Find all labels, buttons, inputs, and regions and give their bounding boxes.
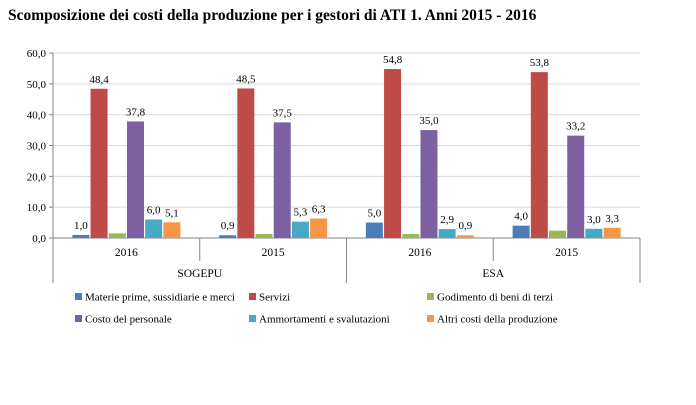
bar bbox=[90, 88, 108, 239]
legend-swatch bbox=[427, 293, 434, 300]
bar bbox=[456, 235, 474, 238]
bar bbox=[255, 233, 273, 238]
x-tick-label: 2015 bbox=[262, 247, 285, 259]
legend-swatch bbox=[75, 315, 82, 322]
bar bbox=[530, 72, 548, 238]
y-tick-label: 20,0 bbox=[27, 171, 47, 183]
data-labels: 1,0 0,9 5,0 4,0 48,4 48,5 54,8 53,8 37,8 37,5 35,0… bbox=[74, 54, 620, 232]
bar bbox=[126, 121, 144, 238]
data-label: 37,5 bbox=[273, 107, 293, 119]
bar bbox=[420, 130, 438, 238]
bar bbox=[384, 69, 402, 239]
bar bbox=[237, 88, 255, 238]
y-tick-label: 0,0 bbox=[32, 233, 46, 245]
y-axis: 0,0 10,0 20,0 30,0 40,0 50,0 60,0 bbox=[27, 48, 54, 245]
y-tick-label: 50,0 bbox=[27, 79, 47, 91]
data-label: 48,5 bbox=[236, 73, 256, 85]
x-tick-label: 2016 bbox=[408, 247, 431, 259]
bar bbox=[145, 219, 163, 238]
legend-swatch bbox=[427, 315, 434, 322]
data-label: 33,2 bbox=[566, 121, 585, 133]
legend-label: Ammortamenti e svalutazioni bbox=[259, 314, 390, 326]
data-label: 3,3 bbox=[605, 213, 619, 225]
bar bbox=[402, 233, 420, 238]
legend-swatch bbox=[249, 315, 256, 322]
data-label: 53,8 bbox=[530, 57, 550, 69]
y-tick-label: 10,0 bbox=[27, 202, 47, 214]
y-tick-label: 40,0 bbox=[27, 110, 47, 122]
y-tick-label: 30,0 bbox=[27, 141, 47, 153]
bar bbox=[72, 234, 90, 238]
bar bbox=[567, 135, 585, 238]
data-label: 6,0 bbox=[147, 205, 161, 217]
legend-label: Servizi bbox=[259, 292, 290, 304]
bar bbox=[291, 221, 309, 238]
bar bbox=[585, 228, 603, 238]
data-label: 0,9 bbox=[221, 220, 235, 232]
bar bbox=[273, 122, 291, 238]
data-label: 2,9 bbox=[440, 214, 454, 226]
data-label: 48,4 bbox=[89, 74, 109, 86]
bar bbox=[438, 229, 456, 238]
x-tick-label: 2016 bbox=[115, 247, 138, 259]
legend: Materie prime, sussidiarie e merci Serviz… bbox=[75, 292, 558, 326]
data-label: 1,0 bbox=[74, 220, 88, 232]
x-group-label: SOGEPU bbox=[177, 268, 222, 280]
bar bbox=[603, 227, 621, 238]
data-label: 0,9 bbox=[459, 220, 473, 232]
legend-label: Altri costi della produzione bbox=[437, 314, 558, 326]
bar bbox=[512, 225, 530, 238]
legend-swatch bbox=[75, 293, 82, 300]
data-label: 35,0 bbox=[419, 115, 439, 127]
legend-swatch bbox=[249, 293, 256, 300]
y-tick-label: 60,0 bbox=[27, 48, 47, 60]
data-label: 5,0 bbox=[368, 208, 382, 220]
bar bbox=[310, 218, 328, 238]
data-label: 54,8 bbox=[383, 54, 403, 66]
x-axis: 2016 2015 2016 2015 SOGEPU ESA bbox=[52, 238, 641, 283]
data-label: 4,0 bbox=[514, 211, 528, 223]
data-label: 3,0 bbox=[587, 214, 601, 226]
data-label: 5,3 bbox=[294, 207, 308, 219]
x-group-label: ESA bbox=[482, 268, 504, 280]
bars bbox=[72, 69, 621, 239]
data-label: 5,1 bbox=[165, 207, 179, 219]
data-label: 37,8 bbox=[126, 106, 146, 118]
x-tick-label: 2015 bbox=[555, 247, 578, 259]
legend-label: Godimento di beni di terzi bbox=[437, 292, 553, 304]
bar bbox=[365, 222, 383, 238]
bar bbox=[108, 233, 126, 238]
chart-title: Scomposizione dei costi della produzione… bbox=[8, 7, 537, 24]
bar bbox=[163, 222, 181, 238]
legend-label: Costo del personale bbox=[85, 314, 172, 326]
legend-label: Materie prime, sussidiarie e merci bbox=[85, 292, 235, 304]
bar bbox=[549, 230, 567, 238]
bar bbox=[219, 235, 237, 238]
data-label: 6,3 bbox=[312, 204, 326, 216]
